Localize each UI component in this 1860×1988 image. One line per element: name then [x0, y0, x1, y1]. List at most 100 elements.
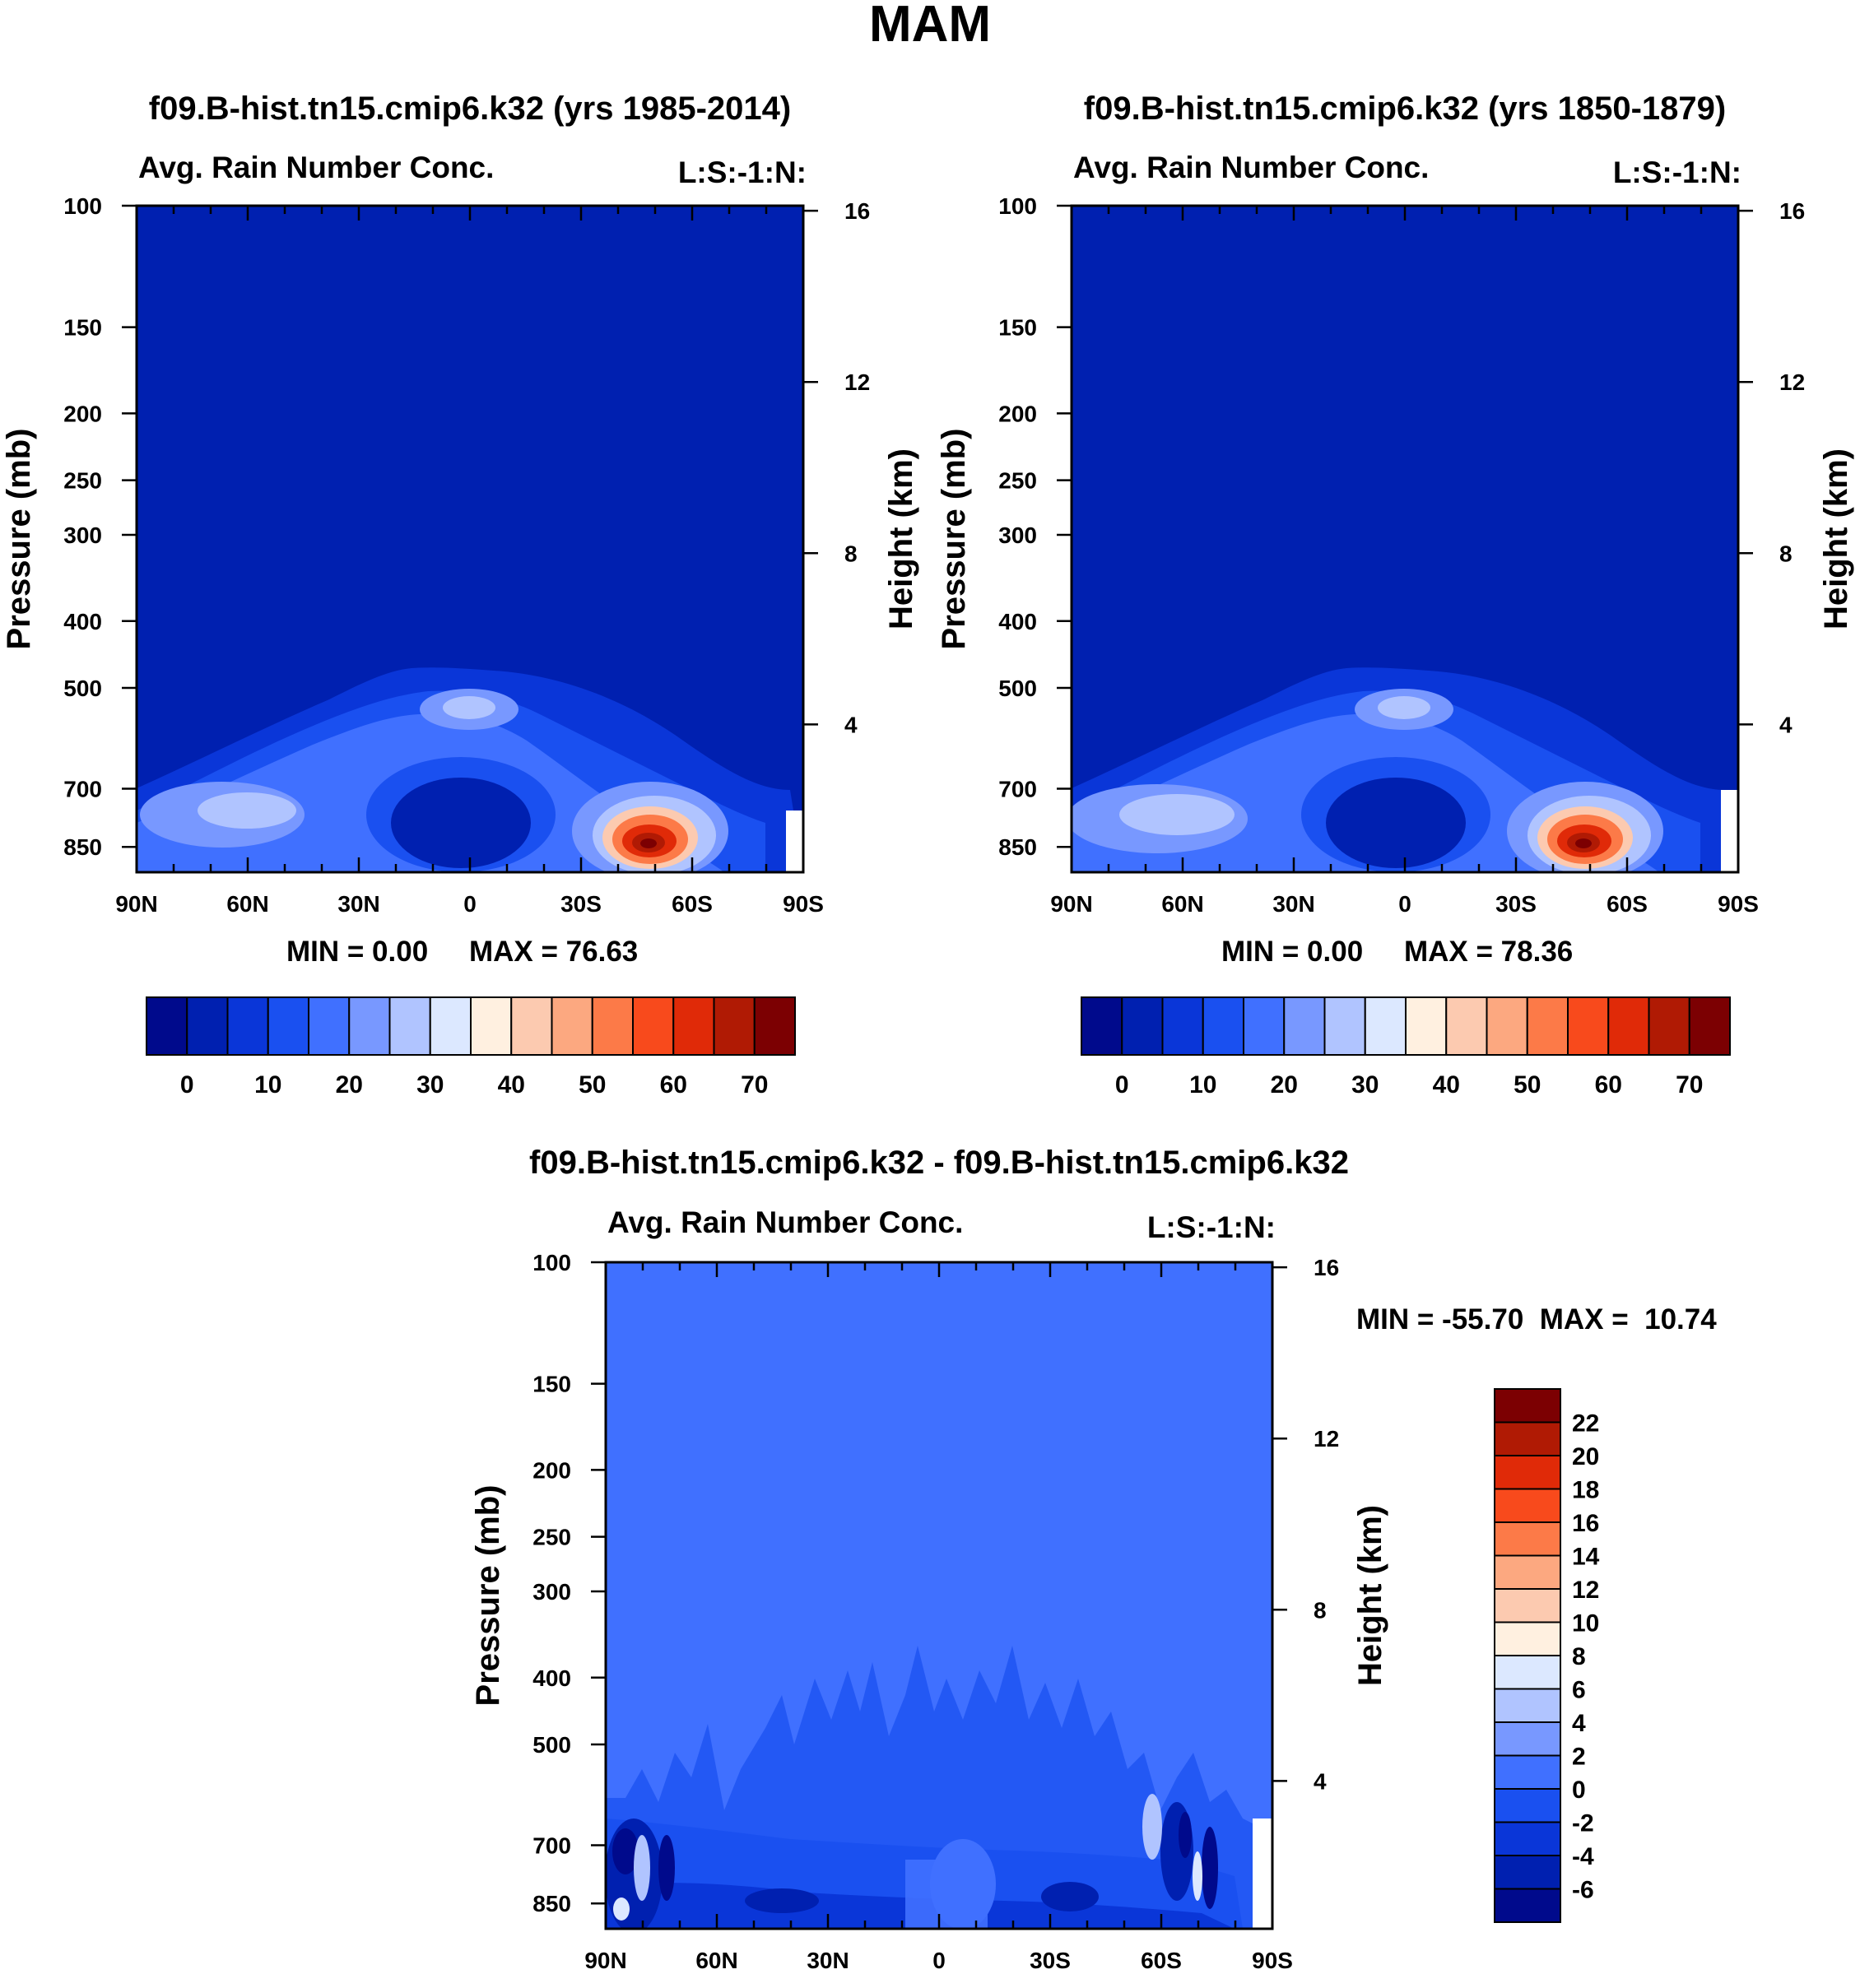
- variable-label: Avg. Rain Number Conc.: [138, 151, 494, 184]
- contour-region: [1142, 1794, 1162, 1860]
- height-tick-label: 12: [1779, 369, 1805, 395]
- y-tick-label: 300: [532, 1579, 571, 1605]
- missing-data: [1253, 1818, 1272, 1929]
- colorbar-label: -6: [1572, 1877, 1594, 1904]
- colorbar-box: [388, 996, 431, 1056]
- y-tick-label: 250: [998, 468, 1037, 494]
- colorbar-label: -2: [1572, 1810, 1594, 1837]
- colorbar-label: 10: [1572, 1610, 1599, 1637]
- x-tick-label: 30S: [560, 891, 602, 917]
- colorbar-box: [186, 996, 229, 1056]
- colorbar-box: [1494, 1421, 1561, 1456]
- y-tick-label: 150: [532, 1372, 571, 1397]
- colorbar-box: [1494, 1688, 1561, 1723]
- level-label: L:S:-1:N:: [1147, 1210, 1276, 1244]
- colorbar-label: 0: [1572, 1777, 1586, 1804]
- colorbar-box: [308, 996, 351, 1056]
- contour-region: [640, 838, 657, 848]
- height-tick-label: 16: [844, 198, 870, 224]
- y-tick-label: 400: [63, 609, 102, 634]
- axes-ticks: 90N 60N 30N 0 30S 60S 90S 100 150 200 250 300 400 500…: [532, 1250, 1339, 1973]
- y-tick-label: 100: [63, 193, 102, 219]
- x-tick-label: 90N: [584, 1948, 626, 1973]
- contour-region: [658, 1835, 675, 1901]
- colorbar-label: 40: [498, 1071, 525, 1099]
- colorbar-box: [1405, 996, 1448, 1056]
- x-tick-label: 0: [463, 891, 477, 917]
- y-tick-label: 700: [63, 777, 102, 802]
- panel-title: f09.B-hist.tn15.cmip6.k32 (yrs 1985-2014…: [149, 91, 791, 127]
- colorbar: 0 10 20 30 40 50 60 70: [146, 996, 796, 1099]
- panel-top-left: f09.B-hist.tn15.cmip6.k32 (yrs 1985-2014…: [1, 91, 919, 1099]
- colorbar-box: [1494, 1754, 1561, 1790]
- x-tick-label: 90N: [115, 891, 157, 917]
- y-tick-label: 500: [998, 676, 1037, 701]
- colorbar-label: 18: [1572, 1477, 1599, 1504]
- contour-region: [1119, 794, 1235, 835]
- colorbar-label: 30: [1351, 1071, 1379, 1099]
- colorbar-label: 60: [1595, 1071, 1622, 1099]
- colorbar-box: [1494, 1588, 1561, 1623]
- height-tick-label: 16: [1779, 198, 1805, 224]
- contour-region: [198, 792, 296, 829]
- figure-title: MAM: [869, 0, 991, 53]
- y-tick-label: 300: [63, 523, 102, 548]
- colorbar-box: [470, 996, 513, 1056]
- contour-region: [613, 1897, 630, 1921]
- colorbar-box: [267, 996, 309, 1056]
- y-axis-label: Pressure (mb): [936, 429, 972, 650]
- colorbar-box: [1081, 996, 1123, 1056]
- y-tick-label: 100: [532, 1250, 571, 1275]
- missing-data: [786, 811, 803, 872]
- colorbar-box: [226, 996, 269, 1056]
- max-label: MAX = 76.63: [469, 936, 638, 968]
- level-label: L:S:-1:N:: [678, 156, 807, 189]
- colorbar-box: [1494, 1655, 1561, 1690]
- height-tick-label: 4: [1779, 712, 1793, 737]
- x-tick-label: 60N: [226, 891, 268, 917]
- contour-region: [1041, 1882, 1099, 1911]
- y-tick-label: 500: [63, 676, 102, 701]
- colorbar-box: [713, 996, 756, 1056]
- colorbar-label: 40: [1433, 1071, 1460, 1099]
- x-tick-label: 60S: [1141, 1948, 1182, 1973]
- level-label: L:S:-1:N:: [1613, 156, 1741, 189]
- variable-label: Avg. Rain Number Conc.: [1073, 151, 1429, 184]
- colorbar-label: 20: [1271, 1071, 1298, 1099]
- colorbar-box: [1486, 996, 1528, 1056]
- x-tick-label: 30S: [1030, 1948, 1071, 1973]
- colorbar-box: [1688, 996, 1731, 1056]
- x-tick-label: 60N: [695, 1948, 737, 1973]
- colorbar-box: [1243, 996, 1286, 1056]
- contour-region: [634, 1835, 650, 1901]
- missing-data: [1721, 790, 1738, 872]
- colorbar-label: 20: [336, 1071, 363, 1099]
- colorbar-box: [1494, 1488, 1561, 1523]
- panel-difference: f09.B-hist.tn15.cmip6.k32 - f09.B-hist.t…: [470, 1145, 1717, 1973]
- x-tick-label: 90N: [1050, 891, 1092, 917]
- colorbar-box: [146, 996, 188, 1056]
- contour-region: [1202, 1827, 1218, 1909]
- colorbar-label: 0: [1115, 1071, 1129, 1099]
- colorbar-box: [1161, 996, 1204, 1056]
- plot-area: [137, 206, 803, 872]
- y-tick-label: 400: [532, 1665, 571, 1691]
- colorbar-box: [510, 996, 553, 1056]
- y-axis-right-label: Height (km): [883, 448, 919, 629]
- y-tick-label: 850: [998, 834, 1037, 860]
- height-tick-label: 12: [844, 369, 870, 395]
- colorbar-box: [551, 996, 593, 1056]
- y-tick-label: 250: [532, 1525, 571, 1550]
- colorbar-box: [1607, 996, 1650, 1056]
- x-tick-label: 0: [932, 1948, 946, 1973]
- colorbar-box: [348, 996, 391, 1056]
- y-tick-label: 700: [532, 1833, 571, 1859]
- y-tick-label: 200: [63, 401, 102, 426]
- colorbar-box: [1283, 996, 1326, 1056]
- x-tick-label: 30S: [1495, 891, 1537, 917]
- colorbar-box: [1364, 996, 1407, 1056]
- colorbar-box: [1494, 1821, 1561, 1856]
- y-axis-right-label: Height (km): [1352, 1505, 1388, 1686]
